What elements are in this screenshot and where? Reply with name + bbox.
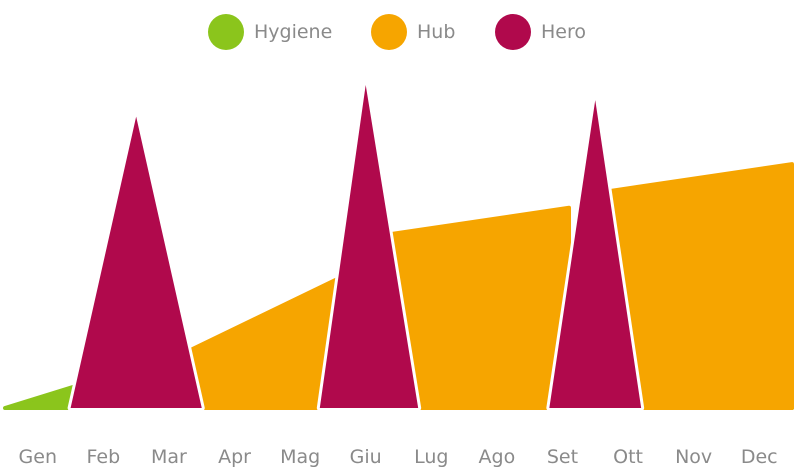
legend-item-hero: Hero <box>495 10 586 54</box>
hub-series <box>68 162 794 410</box>
legend-item-hub: Hub <box>371 10 455 54</box>
x-tick-label-mag: Mag <box>280 446 320 468</box>
x-tick-label-dec: Dec <box>741 446 778 468</box>
x-tick-label-ago: Ago <box>479 446 516 468</box>
x-tick-label-gen: Gen <box>19 446 57 468</box>
legend: Hygiene Hub Hero <box>0 10 800 54</box>
x-tick-label-mar: Mar <box>151 446 187 468</box>
legend-label-hub: Hub <box>417 21 456 43</box>
legend-label-hero: Hero <box>541 21 586 43</box>
legend-item-hygiene: Hygiene <box>208 10 332 54</box>
x-tick-label-lug: Lug <box>414 446 448 468</box>
legend-swatch-hero <box>495 14 531 50</box>
hero-peak-2 <box>316 82 422 411</box>
hero-series <box>67 82 645 411</box>
x-tick-label-giu: Giu <box>350 446 382 468</box>
legend-swatch-hub <box>371 14 407 50</box>
x-tick-label-feb: Feb <box>87 446 121 468</box>
x-tick-label-nov: Nov <box>675 446 712 468</box>
hero-peak-1 <box>67 113 205 411</box>
x-tick-label-ott: Ott <box>613 446 643 468</box>
legend-swatch-hygiene <box>208 14 244 50</box>
hero-peak-3 <box>546 97 645 411</box>
x-axis: Gen Feb Mar Apr Mag Giu Lug Ago Set Ott Nov Dec <box>19 446 778 468</box>
x-tick-label-apr: Apr <box>218 446 251 468</box>
legend-label-hygiene: Hygiene <box>254 21 333 43</box>
x-tick-label-set: Set <box>547 446 578 468</box>
